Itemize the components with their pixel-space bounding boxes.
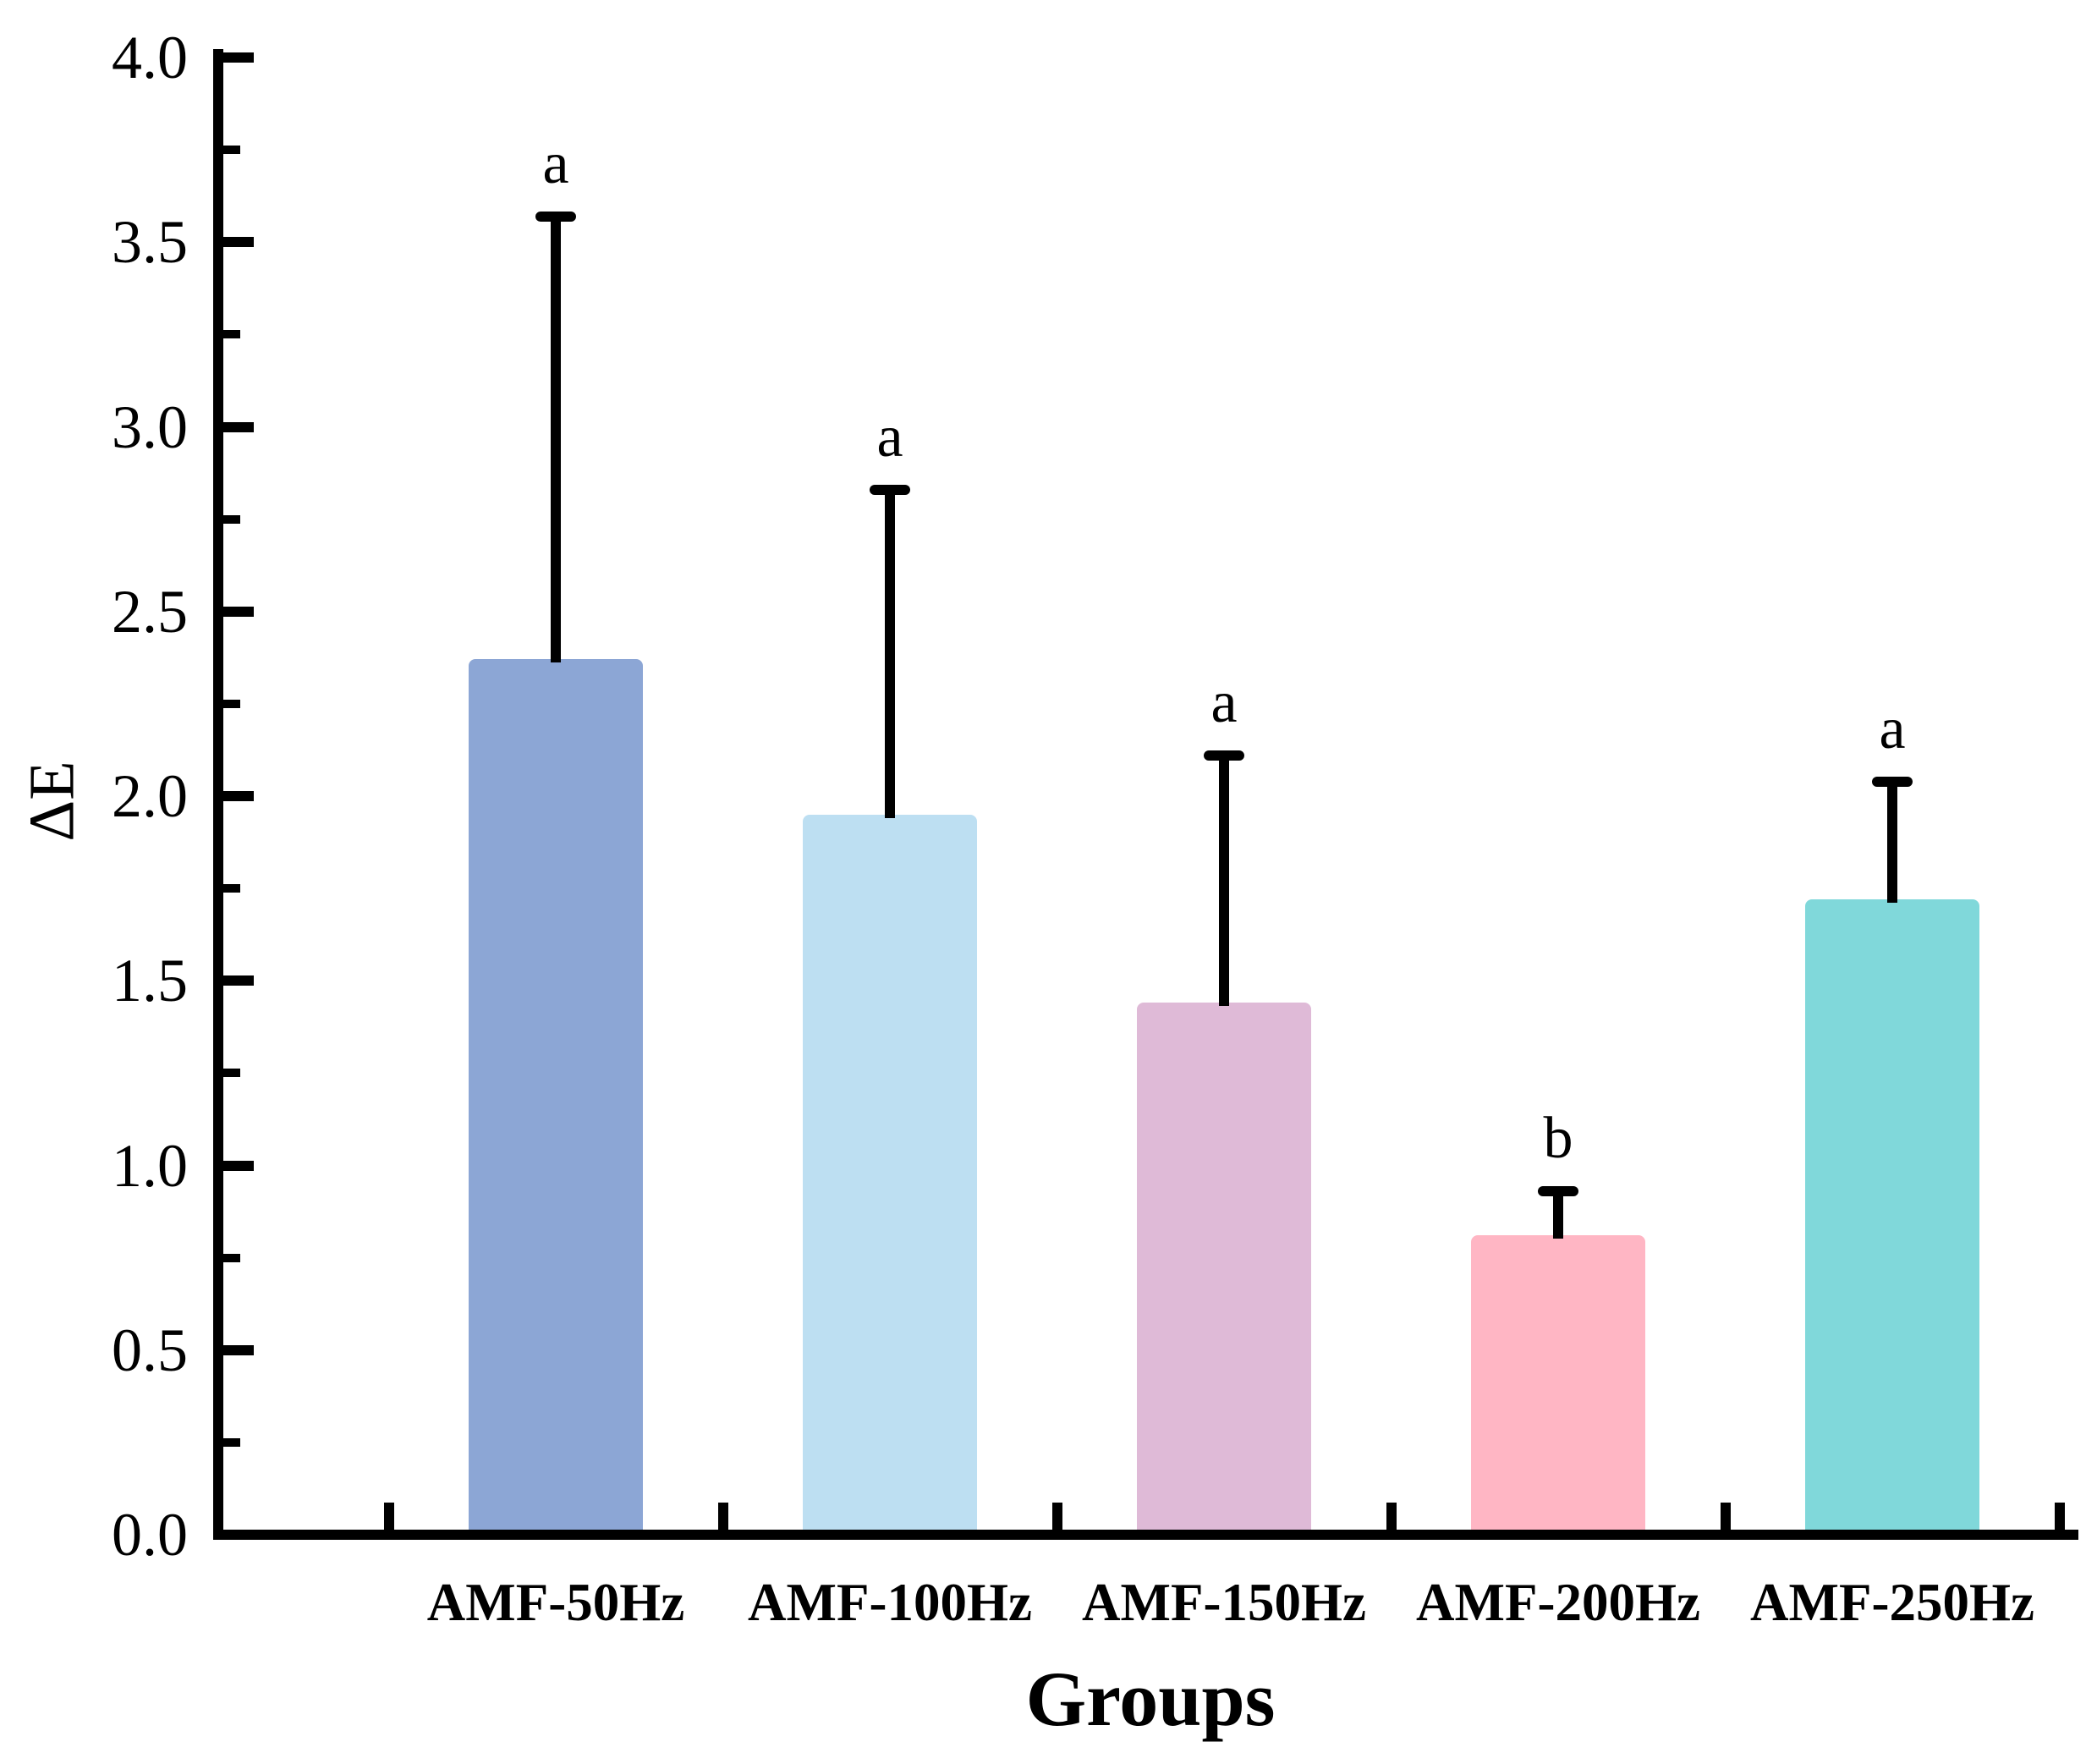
y-tick-label: 1.5 [112,947,188,1015]
significance-letter-amf-100hz: a [876,404,903,470]
significance-letter-amf-50hz: a [542,130,569,196]
y-major-tick [223,975,254,986]
y-tick-label: 0.5 [112,1316,188,1384]
error-bar-stem-amf-100hz [885,489,895,818]
y-major-tick [223,237,254,248]
x-tick-label-amf-150hz: AMF-150Hz [1082,1573,1366,1632]
error-bar-cap-amf-100hz [870,484,910,495]
bar-amf-100hz [803,814,977,1530]
y-major-tick [223,791,254,801]
x-tick-label-amf-200hz: AMF-200Hz [1416,1573,1700,1632]
x-tick-label-amf-100hz: AMF-100Hz [748,1573,1032,1632]
y-major-tick [223,421,254,432]
bar-amf-250hz [1805,899,1979,1530]
y-tick-label: 2.5 [112,577,188,646]
x-tick [1051,1503,1062,1530]
y-major-tick [223,606,254,617]
y-minor-tick [223,514,240,524]
x-tick-label-amf-50hz: AMF-50Hz [426,1573,685,1632]
x-tick [2054,1503,2065,1530]
error-bar-stem-amf-200hz [1553,1191,1563,1239]
x-tick [383,1503,394,1530]
y-tick-label: 3.0 [112,393,188,461]
bar-amf-200hz [1471,1235,1645,1530]
error-bar-cap-amf-250hz [1872,776,1913,787]
y-minor-tick [223,146,240,155]
y-major-tick [223,1160,254,1171]
y-tick-label: 2.0 [112,762,188,830]
x-tick [1386,1503,1397,1530]
y-tick-label: 3.5 [112,208,188,277]
y-tick-label: 1.0 [112,1131,188,1200]
x-tick [717,1503,728,1530]
y-minor-tick [223,884,240,893]
x-axis-title: Groups [1025,1656,1276,1742]
x-tick [1720,1503,1731,1530]
y-minor-tick [223,1253,240,1262]
y-minor-tick [223,1069,240,1078]
error-bar-cap-amf-50hz [535,211,576,222]
bar-amf-50hz [469,659,643,1530]
error-bar-stem-amf-250hz [1887,781,1897,904]
significance-letter-amf-200hz: b [1543,1106,1573,1172]
y-tick-label: 0.0 [112,1501,188,1569]
significance-letter-amf-250hz: a [1879,695,1906,761]
error-bar-cap-amf-200hz [1538,1186,1578,1197]
x-axis-line [213,1530,2078,1540]
y-tick-label: 4.0 [112,24,188,91]
error-bar-cap-amf-150hz [1204,750,1244,761]
error-bar-stem-amf-50hz [551,216,561,663]
y-minor-tick [223,1437,240,1447]
y-minor-tick [223,330,240,339]
error-bar-stem-amf-150hz [1219,755,1229,1007]
y-major-tick [223,1344,254,1355]
y-minor-tick [223,699,240,708]
y-major-tick [223,52,254,63]
y-axis-line [213,49,223,1540]
significance-letter-amf-150hz: a [1210,669,1238,735]
bar-amf-150hz [1137,1003,1311,1530]
x-tick-label-amf-250hz: AMF-250Hz [1750,1573,2034,1632]
